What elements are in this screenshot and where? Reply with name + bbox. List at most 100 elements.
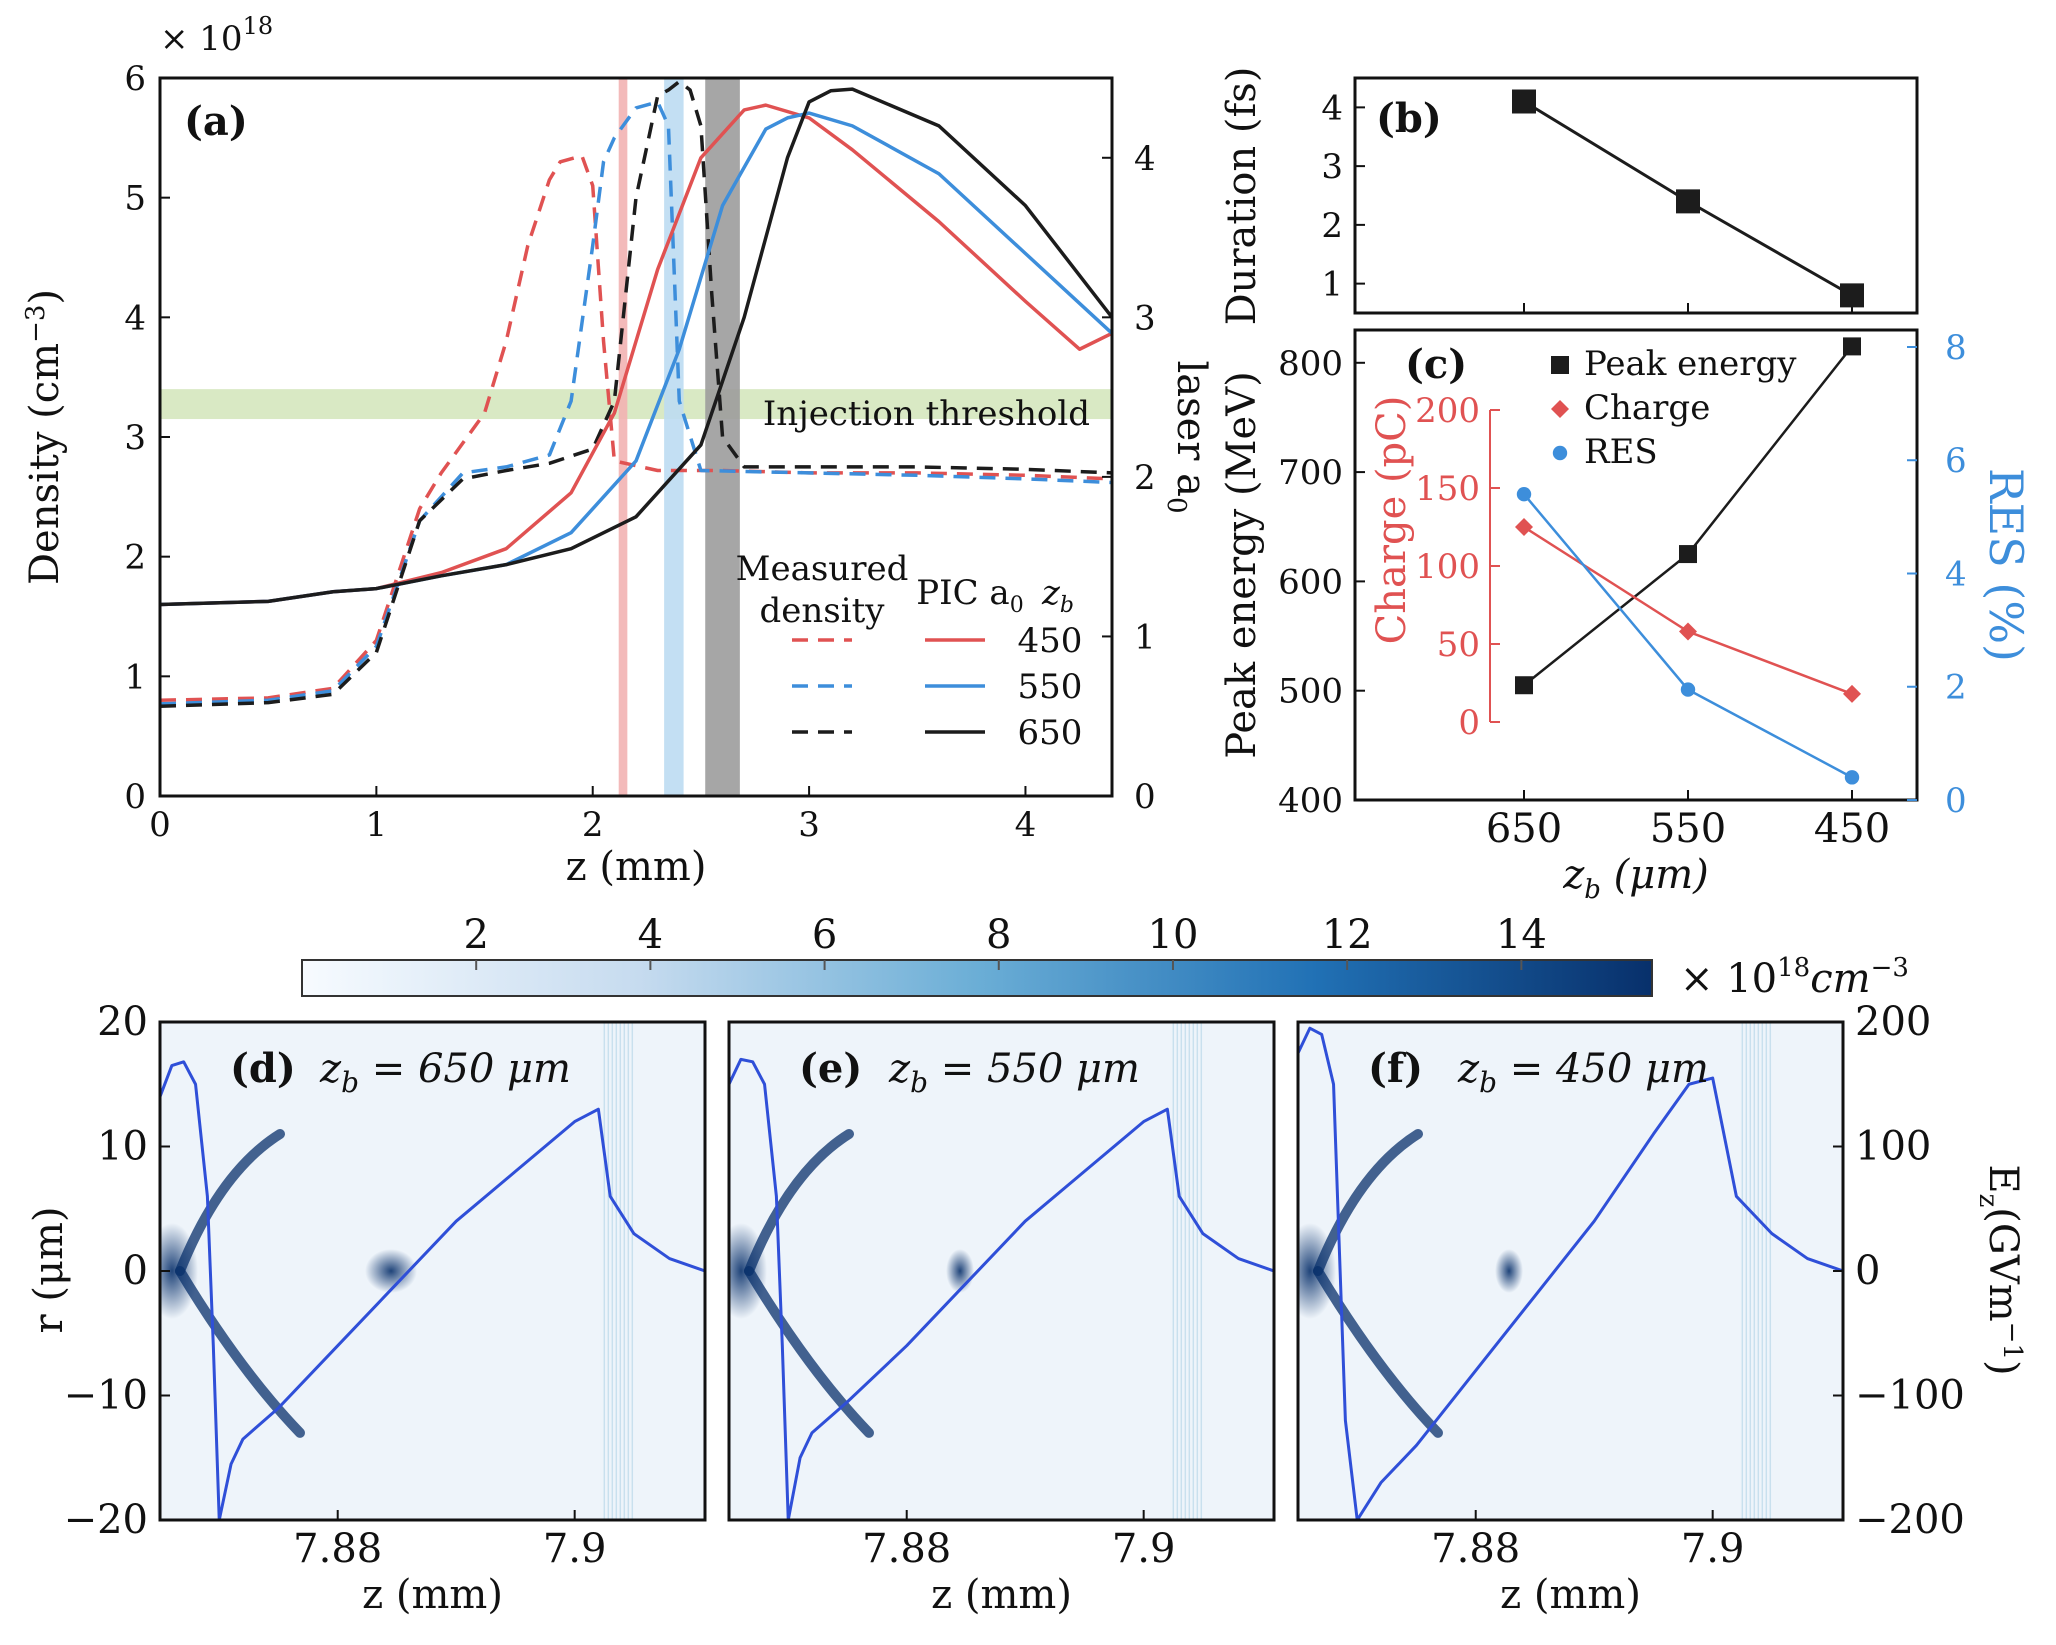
panel-label: (f) — [1368, 1045, 1423, 1092]
panel-b-ylabel: Duration (fs) — [1219, 67, 1265, 326]
panel-a-xlabel: z (mm) — [566, 844, 707, 890]
panel-a: 0 1 2 3 4 0 1 2 3 4 5 6 0 1 2 3 4 × 1018 (a) Injection t… — [21, 12, 1214, 890]
panel-a-y2tick-label: 3 — [1134, 298, 1156, 338]
panel-c-xtick-label: 550 — [1650, 806, 1726, 852]
panel-d: 7.88 7.9 z (mm) 20 10 0 −10 −20 (d) zb = 650 μm — [64, 999, 707, 1618]
res-point — [1680, 682, 1696, 697]
heatmap-structures — [1298, 1022, 1843, 1520]
heatmap-background — [1298, 1022, 1843, 1520]
xlabel: z (mm) — [362, 1572, 503, 1618]
panel-c-y2tick-label: 2 — [1945, 668, 1967, 708]
bubble-arm-lower — [1313, 1266, 1443, 1438]
panel-b-ytick-label: 3 — [1321, 147, 1343, 187]
y2tick-label: 0 — [1855, 1248, 1880, 1294]
panel-a-xtick-label: 4 — [1015, 805, 1037, 845]
colorbar-tick-label: 4 — [638, 912, 663, 958]
vertical-marker-550 — [664, 78, 684, 796]
res-point — [1844, 770, 1860, 785]
charge-tick-label: 150 — [1415, 469, 1480, 509]
colorbar: 2 4 6 8 10 12 14 × 1018cm−3 — [301, 912, 1909, 1002]
colorbar-unit: × 1018cm−3 — [1680, 953, 1909, 1002]
panel-a-xtick-label: 3 — [798, 805, 820, 845]
panel-label: (d) — [230, 1045, 296, 1092]
panel-a-frame — [158, 76, 1114, 798]
zb-annotation: zb = 650 μm — [319, 1046, 571, 1099]
panel-a-xtick-label: 1 — [366, 805, 388, 845]
injection-threshold-label: Injection threshold — [763, 394, 1090, 434]
bottom-y2label: Ez(GVm−1) — [1973, 1164, 2027, 1375]
panel-f: 7.88 7.9 z (mm) 200 100 0 −100 −200 (f) zb = 450 … — [1296, 999, 1965, 1618]
vertical-marker-450 — [618, 78, 628, 796]
panel-c-xtick-label: 650 — [1486, 806, 1562, 852]
legend-col-density: density — [760, 591, 886, 631]
res-point — [1516, 487, 1532, 502]
panel-c-y2tick-label: 4 — [1945, 554, 1967, 594]
xtick-label: 7.9 — [1112, 1526, 1176, 1572]
colorbar-tick-label: 8 — [986, 912, 1011, 958]
panel-a-y2tick-label: 1 — [1134, 617, 1156, 657]
panel-c-ytick-label: 700 — [1278, 453, 1343, 493]
panel-a-xtick-label: 0 — [149, 805, 171, 845]
peak-energy-point — [1679, 545, 1697, 564]
charge-tick-label: 50 — [1437, 625, 1480, 665]
ez-field-line — [1298, 1026, 1843, 1520]
xtick-label: 7.88 — [1431, 1526, 1520, 1572]
bubble-rear-spot — [729, 1223, 767, 1319]
legend-row-650: 650 — [1018, 713, 1083, 753]
panel-a-label: (a) — [184, 98, 248, 145]
bubble-rear-spot — [1298, 1223, 1336, 1319]
heatmap-structures — [729, 1022, 1274, 1520]
ez-field-line — [729, 1057, 1274, 1520]
legend-label-charge: Charge — [1584, 388, 1710, 428]
panel-a-y2label: laser a0 — [1161, 360, 1214, 513]
panel-c-frame — [1353, 328, 1919, 802]
panel-a-y2tick-label: 4 — [1134, 139, 1156, 179]
xtick-label: 7.88 — [862, 1526, 951, 1572]
legend-marker-res — [1552, 445, 1568, 461]
legend-col-measured: Measured — [736, 549, 909, 589]
xlabel: z (mm) — [1500, 1572, 1641, 1618]
panel-c-charge-label: Charge (pC) — [1369, 396, 1415, 645]
panel-b-ytick-label: 4 — [1321, 88, 1343, 128]
panel-c-y2tick-label: 0 — [1945, 781, 1967, 821]
panel-a-y2tick-label: 0 — [1134, 777, 1156, 817]
injected-bunch — [946, 1249, 975, 1293]
injection-threshold-band — [160, 389, 1112, 420]
legend-row-450: 450 — [1018, 621, 1083, 661]
panel-c-xlabel: zb (μm) — [1562, 852, 1709, 905]
panel-a-y2tick-label: 2 — [1134, 458, 1156, 498]
panel-a-ylabel: Density (cm−3) — [21, 289, 68, 585]
axis-multiplier: × 1018 — [160, 12, 273, 59]
colorbar-tick-label: 12 — [1322, 912, 1373, 958]
charge-tick-label: 100 — [1415, 547, 1480, 587]
legend-label-peak-energy: Peak energy — [1584, 344, 1797, 384]
bottom-ylabel: r (μm) — [26, 1207, 72, 1334]
colorbar-tick-label: 14 — [1496, 912, 1547, 958]
xtick-label: 7.88 — [293, 1526, 382, 1572]
xtick-label: 7.9 — [1681, 1526, 1745, 1572]
panel-c-xtick-label: 450 — [1814, 806, 1890, 852]
panel-a-ytick-label: 6 — [124, 59, 146, 99]
charge-point — [1515, 518, 1533, 536]
bubble-rear-spot — [160, 1223, 198, 1319]
legend-label-res: RES — [1584, 432, 1658, 472]
charge-tick-label: 200 — [1415, 391, 1480, 431]
xlabel: z (mm) — [931, 1572, 1072, 1618]
ytick-label: 10 — [97, 1124, 148, 1170]
panel-a-legend: Measured density PIC a0 zb 450 550 650 — [736, 549, 1083, 753]
bubble-arm-lower — [744, 1266, 874, 1438]
series-measured-density-650 — [160, 79, 1112, 708]
zb-annotation: zb = 450 μm — [1457, 1046, 1709, 1099]
panel-e: 7.88 7.9 z (mm) (e) zb = 550 μm — [727, 1020, 1276, 1618]
legend-row-550: 550 — [1018, 667, 1083, 707]
charge-tick-label: 0 — [1458, 703, 1480, 743]
zb-annotation: zb = 550 μm — [888, 1046, 1140, 1099]
duration-point — [1840, 283, 1864, 308]
panel-frame — [727, 1020, 1276, 1522]
vertical-marker-650 — [705, 78, 740, 796]
panel-b-ytick-label: 1 — [1321, 265, 1343, 305]
series-pic-a0-550 — [160, 111, 1112, 607]
